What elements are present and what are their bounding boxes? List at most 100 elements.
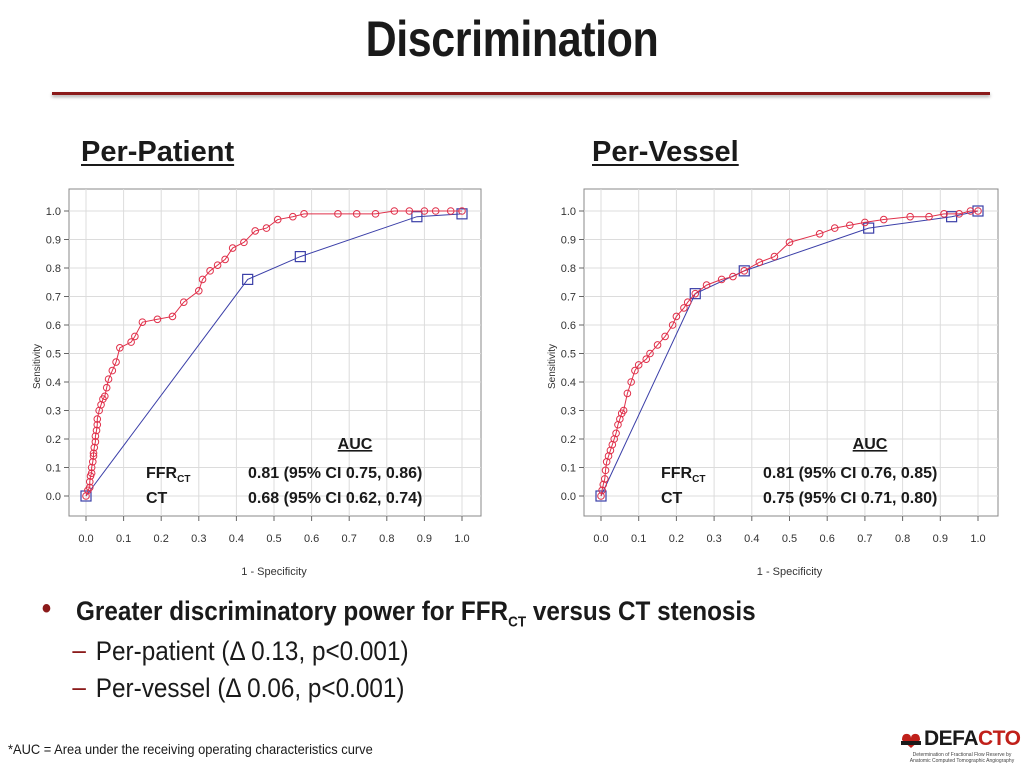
y-tick-label: 0.2: [561, 434, 576, 446]
legend-ffrct-name: FFRCT: [146, 465, 190, 485]
ffrct-point: [88, 458, 97, 466]
y-tick-label: 1.0: [561, 206, 576, 218]
ffrct-point: [846, 221, 854, 230]
ffrct-point: [101, 392, 109, 401]
x-tick-label: 0.5: [782, 533, 797, 545]
x-tick-label: 0.1: [631, 533, 646, 545]
x-tick-label: 0.7: [342, 533, 357, 545]
y-tick-label: 0.9: [46, 235, 61, 247]
ffrct-point: [642, 355, 651, 363]
y-axis-label: Sensitivity: [547, 344, 558, 389]
ffrct-point: [179, 298, 188, 306]
ffrct-point: [352, 210, 361, 218]
ffrct-point: [405, 207, 414, 215]
heart-logo-icon: [901, 733, 921, 748]
ffrct-point: [206, 267, 214, 275]
ffrct-point: [598, 486, 606, 495]
ffrct-point: [955, 210, 963, 218]
ffrct-point: [138, 318, 147, 326]
bullet-text-sub: CT: [508, 613, 527, 631]
ct-point: [411, 211, 423, 223]
x-tick-label: 1.0: [454, 533, 469, 545]
ffrct-point: [974, 207, 982, 215]
ffrct-point: [672, 312, 681, 321]
x-tick-label: 0.3: [706, 533, 721, 545]
ct-point: [80, 490, 92, 502]
ffrct-point: [213, 261, 222, 269]
ffrct-point: [90, 443, 99, 452]
ffrct-point: [93, 420, 102, 429]
x-tick-label: 0.4: [229, 533, 244, 545]
subbullet-per-patient: – Per-patient (Δ 0.13, p<0.001): [40, 635, 904, 667]
x-tick-label: 0.0: [78, 533, 93, 545]
ffrct-point: [755, 258, 764, 267]
x-axis-label: 1 - Specificity: [757, 566, 823, 578]
ffrct-point: [371, 210, 380, 218]
ffrct-point: [289, 212, 297, 221]
y-tick-label: 0.3: [561, 406, 576, 418]
ffrct-point: [116, 344, 124, 352]
plot-frame: [68, 188, 482, 517]
ffrct-point: [262, 224, 271, 232]
ffrct-point: [89, 452, 98, 460]
roc-chart-per-vessel: 0.0 0.0 0.1 0.1 0.2 0.2 0.3 0.3 0.4 0.4 0.5 0.5 0.6 0…: [547, 188, 999, 578]
ffrct-point: [830, 224, 839, 232]
logo-subtitle: Determination of Fractional Flow Reserve…: [909, 752, 1015, 764]
ffrct-point: [668, 321, 677, 329]
x-tick-label: 0.5: [266, 533, 281, 545]
ffrct-point: [153, 315, 162, 324]
ffrct-point: [729, 272, 737, 281]
subbullet-per-vessel: – Per-vessel (Δ 0.06, p<0.001): [40, 672, 904, 704]
x-tick-label: 0.6: [304, 533, 319, 545]
ct-point: [294, 250, 306, 263]
auc-header: AUC: [853, 436, 888, 453]
ffrct-point: [195, 287, 203, 295]
y-axis-label: Sensitivity: [32, 344, 43, 389]
y-tick-label: 0.8: [561, 263, 576, 275]
legend-ct-auc: 0.75 (95% CI 0.71, 0.80): [763, 490, 937, 507]
ffrct-point: [646, 349, 654, 358]
ffrct-point: [634, 361, 643, 369]
x-tick-label: 0.0: [593, 533, 608, 545]
x-tick-label: 0.6: [820, 533, 835, 545]
legend-ct-name: CT: [146, 490, 168, 507]
logo-wordmark: DEFACTO: [924, 727, 1021, 751]
x-tick-label: 0.2: [669, 533, 684, 545]
x-tick-label: 0.7: [857, 533, 872, 545]
y-tick-label: 0.8: [46, 263, 61, 275]
panel-title-per-vessel: Per-Vessel: [592, 136, 739, 168]
ct-point: [738, 265, 750, 277]
ffrct-point: [240, 238, 248, 247]
subbullet-text: Per-vessel (Δ 0.06, p<0.001): [95, 673, 405, 704]
legend-ffrct-auc: 0.81 (95% CI 0.76, 0.85): [763, 465, 937, 482]
ffrct-point: [91, 432, 100, 440]
ffrct-point: [87, 463, 96, 472]
x-tick-label: 0.8: [379, 533, 394, 545]
bullet-main: • Greater discriminatory power for FFRCT…: [40, 592, 904, 631]
ffrct-point: [600, 475, 609, 483]
dash-icon: –: [72, 672, 86, 703]
ffrct-point: [740, 267, 749, 275]
x-tick-label: 0.9: [933, 533, 948, 545]
y-tick-label: 0.1: [46, 463, 61, 475]
ffrct-point: [89, 449, 98, 458]
y-tick-label: 0.4: [46, 377, 61, 389]
y-tick-label: 0.2: [46, 434, 61, 446]
x-tick-label: 0.2: [154, 533, 169, 545]
ffrct-point: [228, 244, 237, 252]
ct-point: [689, 288, 701, 300]
y-tick-label: 0.3: [46, 406, 61, 418]
ffrct-point: [92, 426, 101, 435]
ffrct-point: [102, 383, 111, 392]
ffrct-point: [85, 477, 94, 486]
ct-point: [242, 273, 254, 286]
ffrct-point: [906, 212, 914, 221]
ffrct-point: [612, 429, 620, 438]
footnote: *AUC = Area under the receiving operatin…: [8, 741, 373, 757]
ct-point: [595, 490, 607, 502]
ffrct-point: [785, 238, 794, 247]
ffrct-point: [623, 389, 632, 398]
ffrct-point: [420, 207, 429, 215]
x-tick-label: 0.9: [417, 533, 432, 545]
ffrct-point: [940, 210, 948, 218]
